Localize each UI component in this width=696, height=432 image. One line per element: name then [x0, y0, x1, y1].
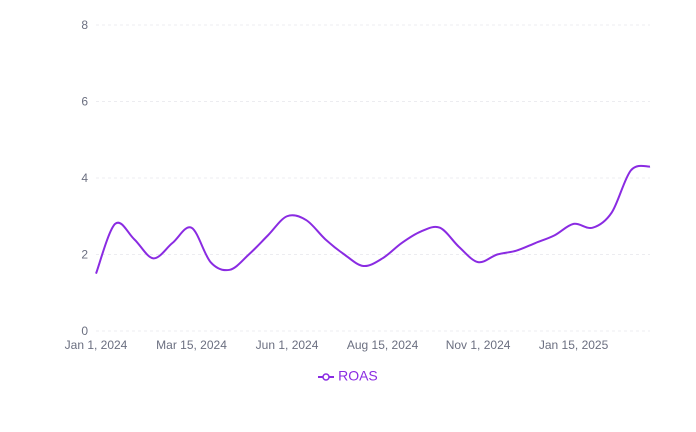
y-tick-label: 0 [81, 324, 88, 338]
x-tick-label: Nov 1, 2024 [446, 338, 511, 352]
x-tick-label: Aug 15, 2024 [347, 338, 419, 352]
series-line-roas [95, 164, 651, 274]
y-tick-label: 2 [81, 248, 88, 262]
x-tick-label: Jun 1, 2024 [256, 338, 319, 352]
legend-marker-icon [318, 367, 338, 383]
legend[interactable]: ROAS [0, 366, 696, 383]
y-tick-label: 4 [81, 171, 88, 185]
x-tick-label: Jan 1, 2024 [65, 338, 128, 352]
legend-label-roas: ROAS [338, 367, 378, 384]
x-tick-label: Mar 15, 2024 [156, 338, 227, 352]
y-tick-label: 8 [81, 18, 88, 32]
x-tick-label: Jan 15, 2025 [539, 338, 609, 352]
y-tick-label: 6 [81, 95, 88, 109]
